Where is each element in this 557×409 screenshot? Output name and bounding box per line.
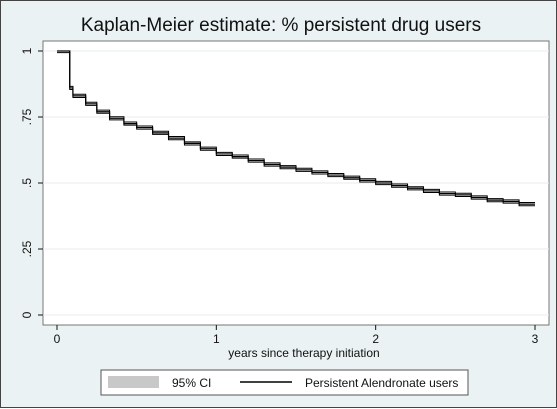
y-tick-label-0: 0 bbox=[20, 311, 34, 318]
x-tick-label-2: 2 bbox=[372, 332, 379, 346]
legend-series-label: Persistent Alendronate users bbox=[305, 376, 458, 390]
x-tick-label-1: 1 bbox=[213, 332, 220, 346]
legend-ci-label: 95% CI bbox=[172, 376, 211, 390]
legend-ci-swatch bbox=[108, 376, 159, 388]
y-tick-label-1: .25 bbox=[20, 240, 34, 257]
chart-title: Kaplan-Meier estimate: % persistent drug… bbox=[81, 15, 481, 36]
y-tick-label-2: .5 bbox=[20, 178, 34, 188]
legend: 95% CI Persistent Alendronate users bbox=[100, 369, 469, 396]
x-axis-label: years since therapy initiation bbox=[228, 346, 379, 360]
x-tick-label-3: 3 bbox=[532, 332, 539, 346]
axes: 0 .25 .5 .75 1 0 1 2 3 bbox=[20, 47, 539, 346]
grid-lines bbox=[43, 50, 549, 316]
y-tick-label-4: 1 bbox=[20, 47, 34, 54]
series-lines bbox=[57, 50, 535, 205]
x-tick-label-0: 0 bbox=[54, 332, 61, 346]
series-line-persistent-alendronate bbox=[57, 50, 535, 205]
y-tick-label-3: .75 bbox=[20, 108, 34, 125]
